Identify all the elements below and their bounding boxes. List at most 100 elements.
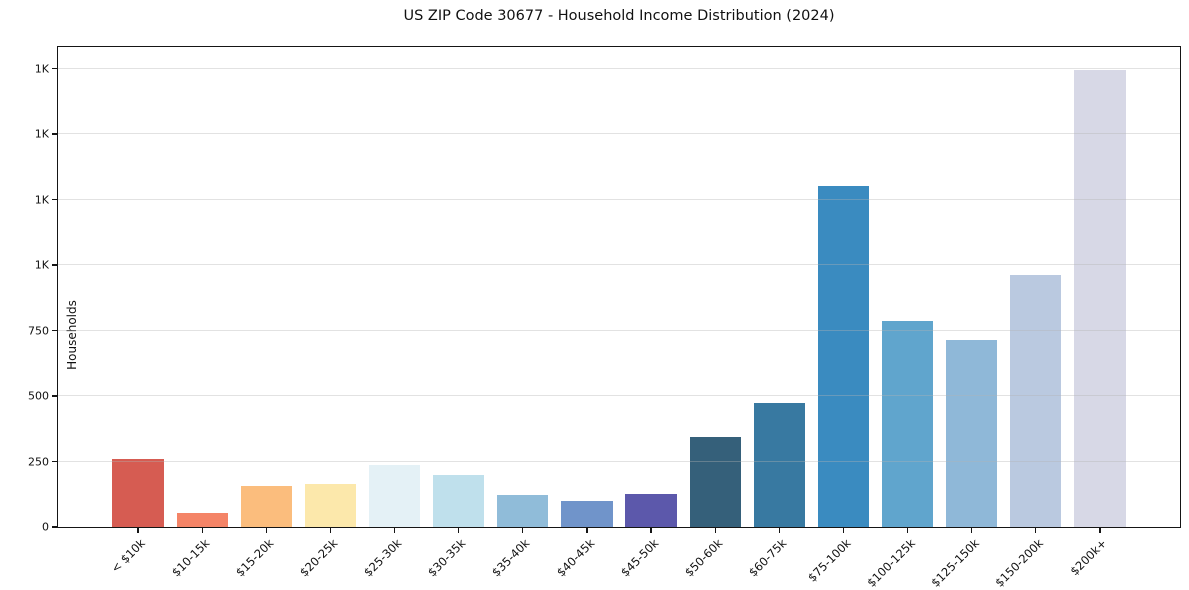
x-tick-slot	[298, 527, 362, 533]
bar-$150-200k	[1010, 274, 1062, 527]
x-tick-label: $45-50k	[617, 536, 661, 580]
x-tick-label: $200k+	[1067, 536, 1110, 579]
x-tick-mark	[906, 527, 909, 533]
bars-layer	[58, 47, 1180, 527]
plot-area: Households 0 250 500 750 1K 1K 1K 1K < $10k $10-…	[28, 46, 1181, 590]
x-tick-slot	[1068, 527, 1132, 533]
x-tick-slot	[940, 527, 1004, 533]
bar-$125-150k	[946, 340, 998, 527]
x-label-slot: $200k+	[1068, 527, 1132, 583]
bar-$10-15k	[176, 512, 228, 527]
x-tick-label: $35-40k	[489, 536, 533, 580]
x-tick-mark	[265, 527, 267, 533]
x-tick-slot	[106, 527, 170, 533]
bar-slot	[491, 47, 555, 527]
bar-slot	[876, 47, 940, 527]
x-label-slot: $45-50k	[617, 527, 683, 583]
y-tick-mark	[52, 264, 58, 266]
x-tick-mark	[586, 527, 588, 533]
x-label-slot: $20-25k	[296, 527, 362, 583]
bar-$40-45k	[561, 500, 613, 527]
x-label-slot: $15-20k	[232, 527, 298, 583]
x-tick-slot	[427, 527, 491, 533]
x-tick-mark	[393, 527, 396, 533]
x-label-slot: $30-35k	[425, 527, 491, 583]
bar-$50-60k	[689, 436, 741, 527]
x-tick-slot	[619, 527, 683, 533]
x-tick-label: $50-60k	[681, 536, 726, 580]
x-tick-mark	[1035, 527, 1037, 533]
x-label-slot: $35-40k	[489, 527, 555, 583]
x-tick-label: $10-15k	[168, 536, 213, 580]
x-tick-mark	[971, 527, 973, 533]
x-tick-slot	[683, 527, 747, 533]
bar-< $10k	[112, 458, 164, 527]
x-label-slot: $75-100k	[805, 527, 875, 585]
y-tick-mark	[52, 67, 58, 70]
bar-slot	[170, 47, 234, 527]
x-axis-tick-labels: < $10k $10-15k $15-20k $20-25k $25-30k $30-35…	[58, 527, 1180, 590]
bar-slot	[940, 47, 1004, 527]
x-label-slot: $40-45k	[553, 527, 619, 583]
y-tick-label: 1K	[34, 258, 49, 272]
x-label-slot: < $10k	[106, 527, 170, 583]
bar-slot	[683, 47, 747, 527]
y-tick-label: 500	[28, 389, 49, 403]
bar-slot	[747, 47, 811, 527]
bar-$15-20k	[240, 486, 292, 527]
x-tick-slot	[491, 527, 555, 533]
bar-slot	[106, 47, 170, 527]
y-tick-label: 750	[28, 324, 49, 337]
x-tick-slot	[811, 527, 875, 533]
x-tick-mark	[1099, 527, 1101, 533]
bar-slot	[1004, 47, 1068, 527]
x-tick-mark	[650, 527, 652, 533]
y-tick-mark	[52, 526, 58, 528]
x-tick-mark	[137, 527, 139, 533]
x-tick-slot	[555, 527, 619, 533]
y-tick-mark	[52, 395, 58, 397]
bar-$25-30k	[368, 465, 421, 527]
bar-slot	[811, 47, 875, 527]
x-tick-label: $25-30k	[361, 536, 405, 580]
x-tick-mark	[778, 527, 780, 533]
bar-$200k+	[1074, 69, 1126, 527]
x-label-slot: $60-75k	[746, 527, 811, 583]
y-axis-tick-labels: 0 250 500 750 1K 1K 1K 1K	[3, 47, 49, 534]
bar-$35-40k	[497, 495, 549, 527]
x-tick-mark	[201, 527, 203, 533]
x-tick-slot	[170, 527, 234, 533]
bar-slot	[1068, 47, 1132, 527]
x-tick-mark	[458, 527, 460, 533]
y-tick-mark	[52, 329, 58, 332]
x-tick-slot	[1004, 527, 1068, 533]
x-tick-label: $20-25k	[296, 536, 341, 580]
y-tick-label: 0	[42, 520, 49, 534]
chart-title: US ZIP Code 30677 - Household Income Dis…	[403, 8, 835, 24]
x-tick-slot	[363, 527, 427, 533]
x-tick-label: $40-45k	[553, 536, 597, 580]
x-label-slot: $150-200k	[992, 527, 1068, 590]
x-tick-mark	[329, 527, 332, 533]
y-tick-mark	[52, 198, 58, 201]
x-label-slot: $25-30k	[361, 527, 427, 583]
x-tick-label: $30-35k	[425, 536, 469, 580]
y-axis-ticks	[52, 47, 58, 528]
x-label-slot: $125-150k	[928, 527, 1004, 590]
bar-$45-50k	[625, 493, 677, 527]
bar-$100-125k	[881, 321, 934, 527]
bar-$60-75k	[753, 403, 805, 527]
y-tick-label: 1K	[34, 62, 49, 75]
bar-$75-100k	[817, 186, 870, 527]
bar-slot	[619, 47, 683, 527]
x-tick-slot	[876, 527, 940, 533]
bar-slot	[363, 47, 427, 527]
x-tick-mark	[522, 527, 524, 533]
y-tick-label: 250	[28, 455, 49, 468]
bar-slot	[427, 47, 491, 527]
x-label-slot: $100-125k	[864, 527, 940, 590]
x-tick-label: < $10k	[108, 536, 148, 576]
x-tick-label: $75-100k	[804, 536, 854, 585]
x-tick-label: $15-20k	[232, 536, 277, 580]
